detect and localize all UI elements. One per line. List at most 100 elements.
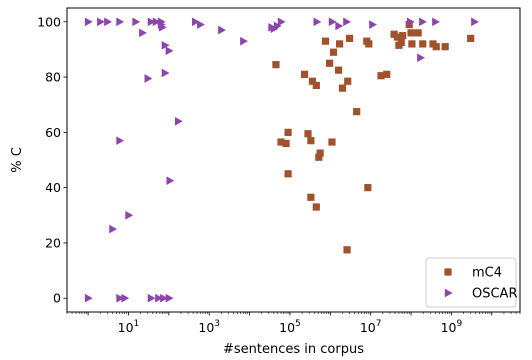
legend: mC4 OSCAR: [425, 257, 518, 308]
point-mc4: [397, 38, 405, 47]
point-mc4: [272, 61, 280, 69]
point-mc4: [321, 37, 330, 45]
point-oscar: [84, 17, 93, 27]
point-mc4: [419, 40, 427, 48]
point-mc4: [334, 66, 343, 74]
point-mc4: [345, 34, 354, 42]
point-mc4: [284, 128, 292, 136]
y-tick-label: 60: [45, 125, 61, 140]
point-oscar: [84, 293, 93, 303]
point-oscar: [417, 53, 425, 63]
point-mc4: [312, 203, 320, 211]
point-oscar: [139, 28, 147, 38]
point-mc4: [344, 77, 352, 85]
point-oscar: [277, 17, 286, 27]
point-mc4: [329, 48, 338, 56]
legend-label-mc4: mC4: [472, 266, 502, 281]
point-oscar: [155, 293, 163, 303]
point-oscar: [273, 21, 282, 31]
point-mc4: [304, 130, 312, 138]
axis-ticks: 101 103 105 107 109 0 20 40 60 80 100: [37, 14, 521, 335]
point-mc4: [284, 170, 292, 178]
point-oscar: [192, 17, 200, 27]
x-tick-label: 101: [118, 319, 140, 335]
x-tick-label: 109: [441, 319, 463, 335]
point-oscar: [369, 20, 377, 29]
y-tick-label: 80: [45, 70, 61, 85]
point-oscar: [406, 17, 415, 27]
point-oscar: [161, 68, 170, 78]
point-oscar: [174, 117, 183, 126]
point-mc4: [353, 108, 361, 116]
point-oscar: [240, 36, 248, 46]
point-oscar: [160, 293, 168, 303]
point-mc4: [325, 59, 334, 67]
point-oscar: [218, 25, 226, 35]
point-oscar: [116, 293, 125, 303]
point-mc4: [307, 137, 315, 145]
plot-frame: [66, 7, 521, 313]
point-mc4: [336, 40, 344, 48]
point-mc4: [277, 138, 285, 146]
point-mc4: [467, 34, 475, 42]
point-oscar: [328, 17, 337, 27]
point-mc4: [307, 193, 315, 201]
point-oscar: [197, 20, 205, 29]
legend-label-oscar: OSCAR: [472, 287, 518, 302]
point-oscar: [335, 21, 344, 31]
point-mc4: [316, 149, 324, 157]
point-mc4: [393, 33, 402, 41]
point-oscar: [343, 17, 351, 27]
y-tick-label: 40: [45, 180, 61, 195]
point-mc4: [383, 70, 391, 78]
point-oscar: [147, 17, 156, 27]
point-mc4: [282, 139, 290, 148]
point-oscar: [104, 17, 112, 27]
point-oscar: [116, 17, 125, 27]
point-oscar: [152, 17, 161, 27]
legend-marker-oscar: [444, 288, 453, 298]
point-mc4: [328, 138, 336, 146]
y-tick-label: 100: [37, 14, 61, 29]
point-oscar: [97, 17, 105, 27]
point-oscar: [432, 17, 440, 27]
point-oscar: [116, 136, 125, 145]
point-mc4: [300, 70, 309, 78]
y-tick-label: 20: [45, 235, 61, 250]
point-mc4: [308, 77, 317, 85]
series-mc4: [272, 20, 475, 254]
point-oscar: [147, 293, 156, 303]
point-mc4: [377, 72, 385, 80]
point-oscar: [313, 17, 322, 27]
point-oscar: [161, 41, 170, 50]
point-mc4: [432, 43, 440, 51]
point-oscar: [125, 210, 134, 220]
legend-marker-mc4: [444, 268, 452, 276]
point-oscar: [471, 17, 479, 27]
point-mc4: [343, 246, 351, 254]
point-oscar: [165, 293, 174, 303]
point-mc4: [338, 84, 347, 92]
series-oscar: [84, 17, 479, 303]
point-oscar: [158, 23, 167, 32]
point-mc4: [441, 43, 449, 51]
point-oscar: [419, 17, 427, 27]
point-oscar: [144, 74, 153, 83]
x-tick-label: 103: [198, 319, 220, 335]
point-oscar: [165, 46, 174, 56]
data-points: [84, 17, 479, 303]
point-oscar: [132, 17, 141, 27]
x-tick-label: 105: [279, 319, 301, 335]
point-mc4: [312, 81, 320, 89]
y-axis-title: % C: [10, 147, 25, 173]
point-mc4: [414, 29, 422, 37]
x-axis-title: #sentences in corpus: [223, 342, 364, 357]
point-mc4: [364, 184, 372, 192]
point-mc4: [315, 153, 323, 161]
x-tick-label: 107: [360, 319, 382, 335]
point-oscar: [121, 293, 130, 303]
point-oscar: [166, 176, 175, 186]
point-oscar: [109, 224, 118, 234]
point-mc4: [365, 40, 373, 48]
